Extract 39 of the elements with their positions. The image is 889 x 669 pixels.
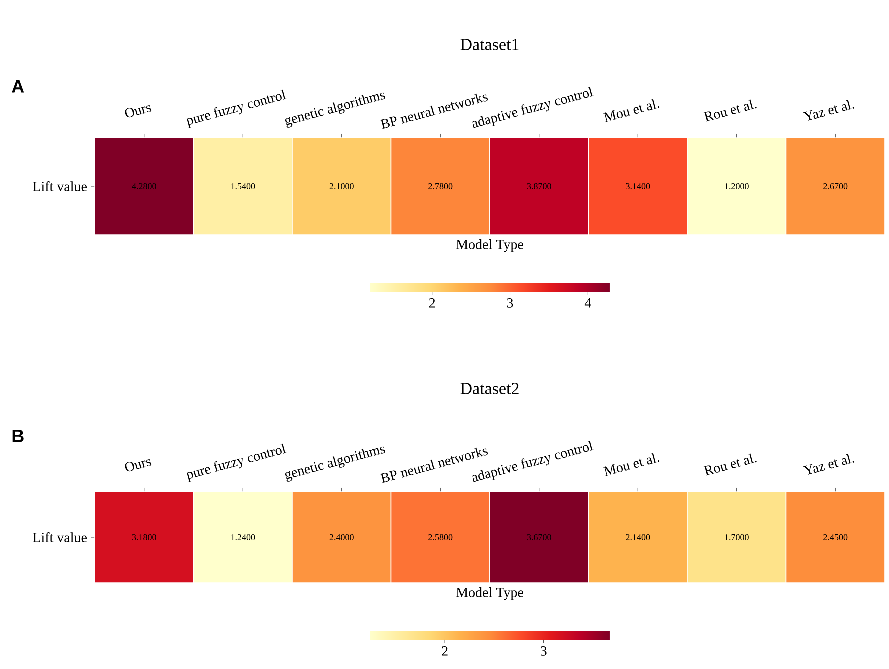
color-bar-label: 3 — [541, 646, 547, 656]
x-tick-label: Mou et al. — [603, 453, 660, 476]
data-label: 2.6700 — [824, 183, 848, 190]
y-tick-label: Lift value — [33, 532, 87, 542]
data-label: 2.4500 — [824, 534, 848, 541]
data-label: 1.7000 — [725, 534, 749, 541]
x-tick-label: Ours — [125, 460, 152, 472]
x-tick-label: pure fuzzy control — [186, 444, 287, 482]
color-bar-label: 4 — [584, 298, 592, 308]
chart-title: Dataset1 — [460, 39, 519, 50]
x-axis-title: Model Type — [456, 240, 524, 252]
x-tick-label: Yaz et al. — [803, 100, 855, 121]
x-axis-title: Model Type — [456, 588, 524, 600]
text: A — [12, 80, 24, 93]
data-label: 2.7800 — [428, 183, 453, 190]
data-label: 2.4000 — [330, 534, 354, 541]
chart-title: Dataset2 — [460, 383, 519, 394]
color-bar-label: 3 — [507, 298, 514, 308]
data-label: 1.2000 — [725, 183, 749, 190]
data-label: 2.1400 — [626, 534, 650, 541]
data-label: 1.2400 — [232, 534, 256, 541]
color-bar-label: 2 — [442, 646, 448, 656]
x-tick-label: Ours — [125, 106, 152, 118]
color-bar-label: 2 — [429, 298, 436, 308]
x-tick-label: pure fuzzy control — [186, 90, 287, 128]
data-label: 3.6700 — [527, 534, 552, 541]
x-tick-label: Rou et al. — [704, 454, 757, 476]
y-tick-label: Lift value — [33, 181, 87, 192]
data-label: 3.8700 — [527, 183, 552, 190]
x-tick-label: Yaz et al. — [803, 454, 855, 475]
data-label: 1.5400 — [232, 183, 256, 190]
x-tick-label: Mou et al. — [603, 99, 660, 122]
text: B — [12, 430, 24, 442]
data-label: 4.2800 — [132, 183, 156, 190]
data-label: 2.5800 — [428, 534, 453, 541]
data-label: 3.1400 — [626, 183, 650, 190]
data-label: 3.1800 — [132, 534, 156, 541]
x-tick-label: Rou et al. — [704, 100, 757, 122]
data-label: 2.1000 — [330, 183, 354, 190]
